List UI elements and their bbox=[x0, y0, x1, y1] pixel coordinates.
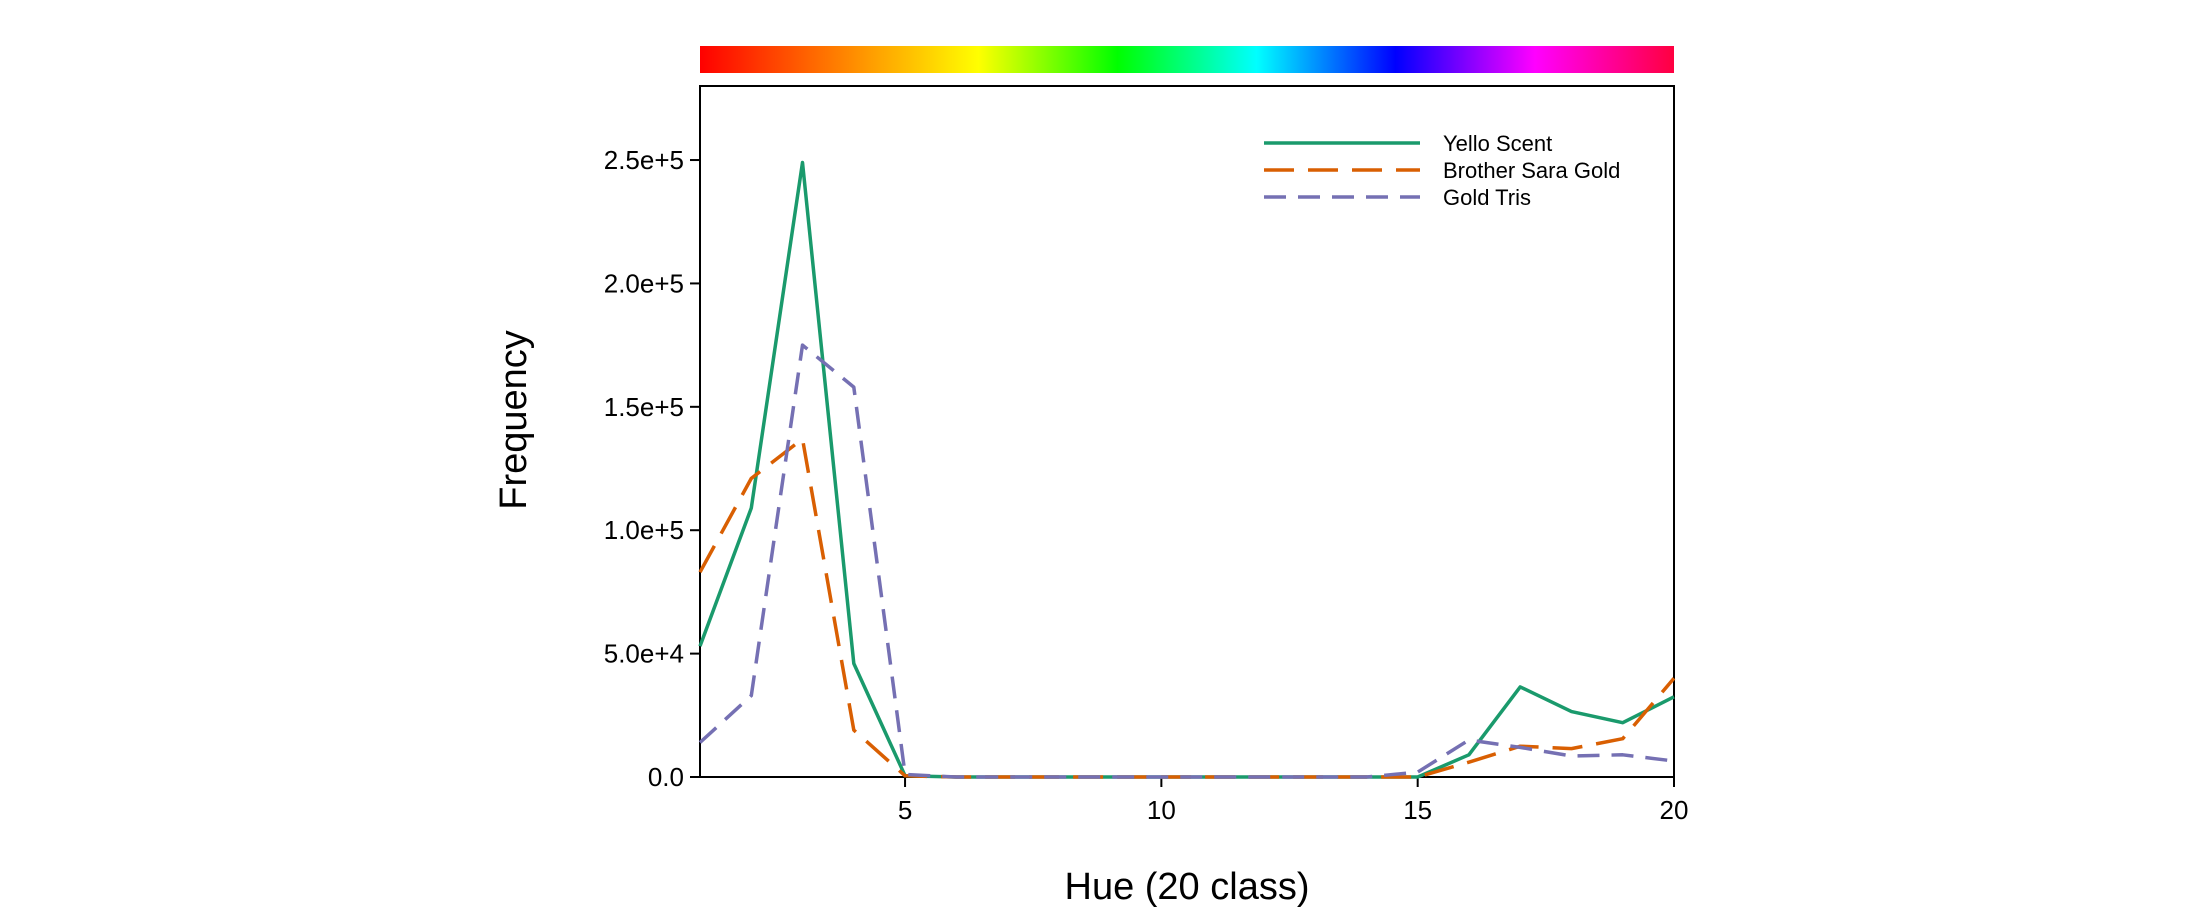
x-tick-label: 15 bbox=[1403, 795, 1432, 825]
y-axis: 0.0 5.0e+4 1.0e+5 1.5e+5 2.0e+5 2.5e+5 bbox=[604, 145, 700, 792]
y-tick-label: 0.0 bbox=[648, 762, 684, 792]
legend-label: Yello Scent bbox=[1443, 131, 1552, 156]
x-tick-label: 10 bbox=[1147, 795, 1176, 825]
x-axis: 5 10 15 20 bbox=[898, 777, 1689, 825]
legend-label: Gold Tris bbox=[1443, 185, 1531, 210]
y-tick-label: 1.0e+5 bbox=[604, 515, 684, 545]
legend-label: Brother Sara Gold bbox=[1443, 158, 1620, 183]
hue-colorbar bbox=[700, 46, 1674, 73]
x-tick-label: 5 bbox=[898, 795, 912, 825]
series-line-2 bbox=[698, 437, 1676, 779]
series-line-3 bbox=[698, 343, 1675, 779]
x-axis-title: Hue (20 class) bbox=[1065, 866, 1310, 908]
y-tick-label: 1.5e+5 bbox=[604, 392, 684, 422]
y-tick-label: 2.5e+5 bbox=[604, 145, 684, 175]
y-axis-title: Frequency bbox=[493, 330, 535, 510]
y-tick-label: 5.0e+4 bbox=[604, 639, 684, 669]
x-tick-label: 20 bbox=[1660, 795, 1689, 825]
series-layer bbox=[698, 160, 1676, 779]
y-tick-label: 2.0e+5 bbox=[604, 268, 684, 298]
